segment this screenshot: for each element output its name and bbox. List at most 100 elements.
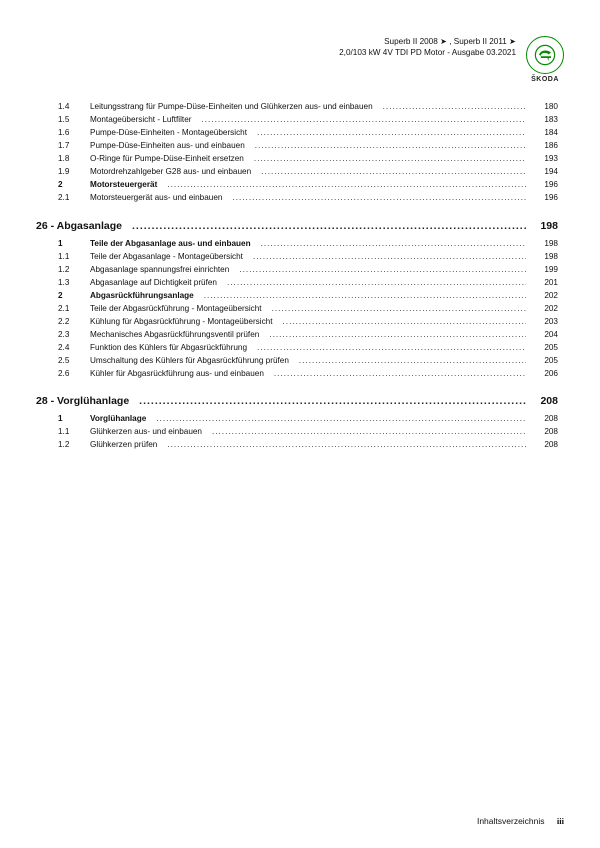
toc-row-page: 194 [530,166,558,177]
toc-row-page: 184 [530,127,558,138]
toc-row-page: 198 [530,238,558,249]
toc-row-page: 183 [530,114,558,125]
toc-row: 1.8O-Ringe für Pumpe-Düse-Einheit ersetz… [58,153,558,164]
footer-page-number: iii [557,816,564,826]
toc-row-number: 1.7 [58,140,90,151]
page-footer: Inhaltsverzeichnis iii [477,816,564,826]
toc-row-page: 186 [530,140,558,151]
toc-dots [132,220,526,232]
toc-dots [261,166,526,177]
toc-section-title: 28 - Vorglühanlage [36,395,129,407]
toc-row-number: 2 [58,179,90,190]
toc-dots [299,355,526,366]
toc-dots [269,329,526,340]
toc-row: 1.3Abgasanlage auf Dichtigkeit prüfen201 [58,277,558,288]
toc-row: 2.4Funktion des Kühlers für Abgasrückfüh… [58,342,558,353]
toc-row: 1.1Teile der Abgasanlage - Montageübersi… [58,251,558,262]
table-of-contents: 1.4Leitungsstrang für Pumpe-Düse-Einheit… [58,101,558,450]
toc-dots [201,114,526,125]
toc-row-label: Pumpe-Düse-Einheiten - Montageübersicht [90,127,247,138]
toc-dots [253,251,526,262]
toc-row-number: 1 [58,413,90,424]
toc-row: 1.2Abgasanlage spannungsfrei einrichten 1… [58,264,558,275]
toc-row-number: 1.1 [58,251,90,262]
toc-row: 2.6Kühler für Abgasrückführung aus- und … [58,368,558,379]
toc-row-number: 2.1 [58,192,90,203]
toc-row: 2.1Motorsteuergerät aus- und einbauen 196 [58,192,558,203]
toc-row-page: 204 [530,329,558,340]
toc-row-page: 205 [530,355,558,366]
toc-row-page: 199 [530,264,558,275]
toc-row-page: 196 [530,192,558,203]
toc-row: 2.3Mechanisches Abgasrückführungsventil … [58,329,558,340]
toc-row-label: Vorglühanlage [90,413,146,424]
toc-row: 1.6Pumpe-Düse-Einheiten - Montageübersic… [58,127,558,138]
toc-row-number: 1.6 [58,127,90,138]
toc-dots [274,368,526,379]
toc-section-head: 26 - Abgasanlage198 [36,220,558,232]
toc-row-page: 180 [530,101,558,112]
toc-row-label: Montageübersicht - Luftfilter [90,114,191,125]
toc-row: 2.1Teile der Abgasrückführung - Montageü… [58,303,558,314]
toc-row-number: 1.4 [58,101,90,112]
toc-dots [167,179,526,190]
header-line-1: Superb II 2008 ➤ , Superb II 2011 ➤ [339,36,516,47]
toc-row-label: Motorsteuergerät [90,179,157,190]
toc-row-number: 2.3 [58,329,90,340]
page-header: Superb II 2008 ➤ , Superb II 2011 ➤ 2,0/… [36,36,564,83]
document-page: Superb II 2008 ➤ , Superb II 2011 ➤ 2,0/… [0,0,600,848]
toc-row: 1.2Glühkerzen prüfen208 [58,439,558,450]
toc-row-label: Leitungsstrang für Pumpe-Düse-Einheiten … [90,101,373,112]
toc-row-label: Motorsteuergerät aus- und einbauen [90,192,222,203]
toc-dots [257,342,526,353]
toc-row-page: 202 [530,303,558,314]
toc-row-number: 1.2 [58,264,90,275]
toc-row-label: Mechanisches Abgasrückführungsventil prü… [90,329,259,340]
toc-row-label: Kühler für Abgasrückführung aus- und ein… [90,368,264,379]
toc-row-label: O-Ringe für Pumpe-Düse-Einheit ersetzen [90,153,244,164]
toc-row-number: 1.9 [58,166,90,177]
toc-row: 1Teile der Abgasanlage aus- und einbauen… [58,238,558,249]
toc-dots [272,303,526,314]
toc-row-label: Kühlung für Abgasrückführung - Montageüb… [90,316,273,327]
toc-row-number: 2.4 [58,342,90,353]
toc-row-number: 1.5 [58,114,90,125]
toc-row: 2.5Umschaltung des Kühlers für Abgasrück… [58,355,558,366]
toc-row-label: Teile der Abgasanlage - Montageübersicht [90,251,243,262]
toc-dots [383,101,526,112]
brand-label: ŠKODA [526,76,564,83]
toc-row-page: 203 [530,316,558,327]
toc-dots [232,192,526,203]
toc-row-page: 202 [530,290,558,301]
toc-row-number: 1.1 [58,426,90,437]
toc-row-number: 2.2 [58,316,90,327]
header-line-2: 2,0/103 kW 4V TDI PD Motor - Ausgabe 03.… [339,47,516,58]
toc-row-label: Abgasrückführungsanlage [90,290,194,301]
toc-row-label: Motordrehzahlgeber G28 aus- und einbauen [90,166,251,177]
toc-row: 2Motorsteuergerät196 [58,179,558,190]
toc-row-page: 208 [530,426,558,437]
toc-dots [204,290,526,301]
toc-row-page: 201 [530,277,558,288]
toc-row-label: Glühkerzen prüfen [90,439,157,450]
toc-row-label: Abgasanlage auf Dichtigkeit prüfen [90,277,217,288]
skoda-logo-icon [526,36,564,74]
toc-row: 1.4Leitungsstrang für Pumpe-Düse-Einheit… [58,101,558,112]
toc-section-page: 198 [530,220,558,232]
toc-dots [167,439,526,450]
toc-row-page: 208 [530,439,558,450]
toc-row-label: Abgasanlage spannungsfrei einrichten [90,264,229,275]
toc-dots [254,153,526,164]
toc-row-number: 1.8 [58,153,90,164]
toc-row: 1.1Glühkerzen aus- und einbauen208 [58,426,558,437]
toc-row: 1.7Pumpe-Düse-Einheiten aus- und einbaue… [58,140,558,151]
footer-label: Inhaltsverzeichnis [477,816,545,826]
toc-row-page: 205 [530,342,558,353]
toc-row-page: 198 [530,251,558,262]
toc-row-number: 2 [58,290,90,301]
toc-row-label: Pumpe-Düse-Einheiten aus- und einbauen [90,140,245,151]
toc-dots [139,395,526,407]
toc-row-number: 1 [58,238,90,249]
toc-section-page: 208 [530,395,558,407]
toc-row-label: Umschaltung des Kühlers für Abgasrückfüh… [90,355,289,366]
